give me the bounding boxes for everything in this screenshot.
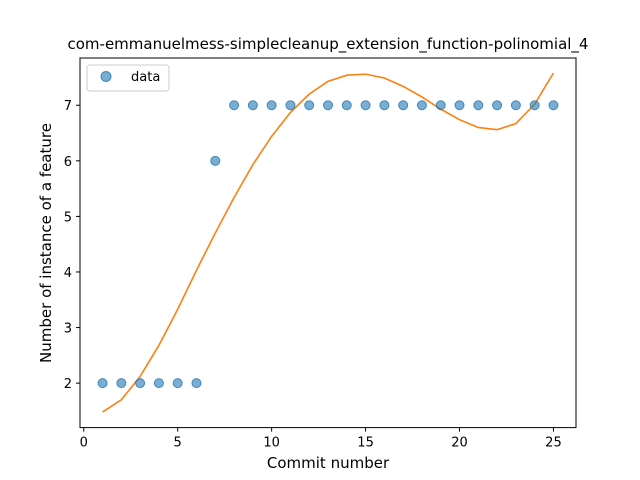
y-tick-label: 4	[64, 266, 72, 281]
data-point	[493, 101, 502, 110]
x-tick-label: 0	[80, 436, 88, 451]
y-tick-label: 5	[64, 210, 72, 225]
data-point	[361, 101, 370, 110]
data-point	[511, 101, 520, 110]
data-point	[286, 101, 295, 110]
data-point	[211, 156, 220, 165]
x-tick-label: 10	[263, 436, 280, 451]
legend-label-data: data	[131, 70, 160, 85]
data-point	[417, 101, 426, 110]
x-axis-label: Commit number	[267, 454, 390, 472]
legend-marker-data	[101, 72, 111, 82]
data-point	[136, 379, 145, 388]
y-tick-label: 6	[64, 155, 72, 170]
data-point	[248, 101, 257, 110]
x-tick-label: 20	[451, 436, 468, 451]
data-point	[324, 101, 333, 110]
data-point	[436, 101, 445, 110]
x-tick-label: 5	[174, 436, 182, 451]
data-point	[117, 379, 126, 388]
data-point	[98, 379, 107, 388]
data-point	[549, 101, 558, 110]
chart-title: com-emmanuelmess-simplecleanup_extension…	[68, 35, 589, 54]
data-point	[154, 379, 163, 388]
data-point	[399, 101, 408, 110]
y-tick-label: 3	[64, 322, 72, 337]
data-point	[173, 379, 182, 388]
y-axis-label: Number of instance of a feature	[37, 123, 55, 363]
data-point	[267, 101, 276, 110]
data-point	[455, 101, 464, 110]
data-point	[192, 379, 201, 388]
x-tick-label: 25	[545, 436, 562, 451]
data-point	[474, 101, 483, 110]
data-point	[380, 101, 389, 110]
data-point	[342, 101, 351, 110]
y-tick-label: 7	[64, 99, 72, 114]
data-point	[530, 101, 539, 110]
data-point	[305, 101, 314, 110]
y-tick-label: 2	[64, 377, 72, 392]
data-point	[230, 101, 239, 110]
x-tick-label: 15	[357, 436, 374, 451]
legend: data	[87, 65, 169, 91]
